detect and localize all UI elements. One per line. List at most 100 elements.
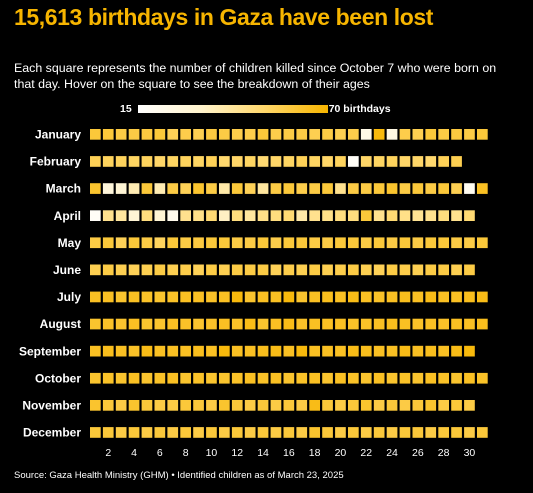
heatmap-cell[interactable] (102, 156, 114, 167)
heatmap-cell[interactable] (360, 291, 372, 303)
heatmap-cell[interactable] (128, 264, 140, 276)
heatmap-cell[interactable] (322, 237, 333, 249)
heatmap-cell[interactable] (270, 183, 282, 194)
heatmap-cell[interactable] (193, 400, 204, 411)
heatmap-cell[interactable] (335, 237, 346, 249)
heatmap-cell[interactable] (348, 291, 359, 303)
heatmap-cell[interactable] (309, 400, 320, 411)
heatmap-cell[interactable] (154, 345, 166, 357)
heatmap-cell[interactable] (90, 318, 101, 330)
heatmap-cell[interactable] (348, 427, 359, 438)
heatmap-cell[interactable] (412, 129, 424, 140)
heatmap-cell[interactable] (141, 264, 153, 276)
heatmap-cell[interactable] (438, 237, 449, 249)
heatmap-cell[interactable] (180, 129, 191, 140)
heatmap-cell[interactable] (296, 318, 308, 330)
heatmap-cell[interactable] (90, 291, 101, 303)
heatmap-cell[interactable] (90, 345, 101, 357)
heatmap-cell[interactable] (335, 183, 346, 194)
heatmap-cell[interactable] (386, 427, 398, 438)
heatmap-cell[interactable] (257, 372, 269, 384)
heatmap-cell[interactable] (193, 318, 204, 330)
heatmap-cell[interactable] (193, 264, 204, 276)
heatmap-cell[interactable] (464, 400, 475, 411)
heatmap-cell[interactable] (231, 372, 243, 384)
heatmap-cell[interactable] (141, 345, 153, 357)
heatmap-cell[interactable] (154, 210, 166, 221)
heatmap-cell[interactable] (386, 318, 398, 330)
heatmap-cell[interactable] (348, 129, 359, 140)
heatmap-cell[interactable] (167, 291, 179, 303)
heatmap-cell[interactable] (90, 183, 101, 194)
heatmap-cell[interactable] (464, 345, 475, 357)
heatmap-cell[interactable] (115, 129, 127, 140)
heatmap-cell[interactable] (477, 237, 488, 249)
heatmap-cell[interactable] (373, 400, 385, 411)
heatmap-cell[interactable] (180, 156, 191, 167)
heatmap-cell[interactable] (464, 291, 475, 303)
heatmap-cell[interactable] (451, 427, 462, 438)
heatmap-cell[interactable] (180, 183, 191, 194)
heatmap-cell[interactable] (244, 318, 256, 330)
heatmap-cell[interactable] (360, 318, 372, 330)
heatmap-cell[interactable] (309, 156, 320, 167)
heatmap-cell[interactable] (322, 372, 333, 384)
heatmap-cell[interactable] (244, 372, 256, 384)
heatmap-cell[interactable] (180, 318, 191, 330)
heatmap-cell[interactable] (296, 210, 308, 221)
heatmap-cell[interactable] (219, 400, 230, 411)
heatmap-cell[interactable] (128, 291, 140, 303)
heatmap-cell[interactable] (335, 156, 346, 167)
heatmap-cell[interactable] (373, 318, 385, 330)
heatmap-cell[interactable] (141, 291, 153, 303)
heatmap-cell[interactable] (373, 345, 385, 357)
heatmap-cell[interactable] (167, 129, 179, 140)
heatmap-cell[interactable] (115, 237, 127, 249)
heatmap-cell[interactable] (348, 318, 359, 330)
heatmap-cell[interactable] (348, 237, 359, 249)
heatmap-cell[interactable] (451, 264, 462, 276)
heatmap-cell[interactable] (464, 372, 475, 384)
heatmap-cell[interactable] (322, 129, 333, 140)
heatmap-cell[interactable] (451, 345, 462, 357)
heatmap-cell[interactable] (425, 129, 437, 140)
heatmap-cell[interactable] (180, 372, 191, 384)
heatmap-cell[interactable] (335, 264, 346, 276)
heatmap-cell[interactable] (102, 183, 114, 194)
heatmap-cell[interactable] (154, 427, 166, 438)
heatmap-cell[interactable] (231, 345, 243, 357)
heatmap-cell[interactable] (464, 237, 475, 249)
heatmap-cell[interactable] (167, 237, 179, 249)
heatmap-cell[interactable] (244, 129, 256, 140)
heatmap-cell[interactable] (167, 264, 179, 276)
heatmap-cell[interactable] (477, 291, 488, 303)
heatmap-cell[interactable] (257, 183, 269, 194)
heatmap-cell[interactable] (322, 400, 333, 411)
heatmap-cell[interactable] (438, 318, 449, 330)
heatmap-cell[interactable] (206, 427, 217, 438)
heatmap-cell[interactable] (412, 400, 424, 411)
heatmap-cell[interactable] (270, 156, 282, 167)
heatmap-cell[interactable] (270, 210, 282, 221)
heatmap-cell[interactable] (206, 318, 217, 330)
heatmap-cell[interactable] (231, 237, 243, 249)
heatmap-cell[interactable] (180, 264, 191, 276)
heatmap-cell[interactable] (399, 237, 411, 249)
heatmap-cell[interactable] (283, 264, 295, 276)
heatmap-cell[interactable] (270, 129, 282, 140)
heatmap-cell[interactable] (167, 427, 179, 438)
heatmap-cell[interactable] (438, 264, 449, 276)
heatmap-cell[interactable] (128, 427, 140, 438)
heatmap-cell[interactable] (412, 318, 424, 330)
heatmap-cell[interactable] (244, 345, 256, 357)
heatmap-cell[interactable] (399, 129, 411, 140)
heatmap-cell[interactable] (219, 129, 230, 140)
heatmap-cell[interactable] (438, 129, 449, 140)
heatmap-cell[interactable] (115, 156, 127, 167)
heatmap-cell[interactable] (102, 237, 114, 249)
heatmap-cell[interactable] (141, 237, 153, 249)
heatmap-cell[interactable] (425, 237, 437, 249)
heatmap-cell[interactable] (270, 291, 282, 303)
heatmap-cell[interactable] (373, 264, 385, 276)
heatmap-cell[interactable] (193, 183, 204, 194)
